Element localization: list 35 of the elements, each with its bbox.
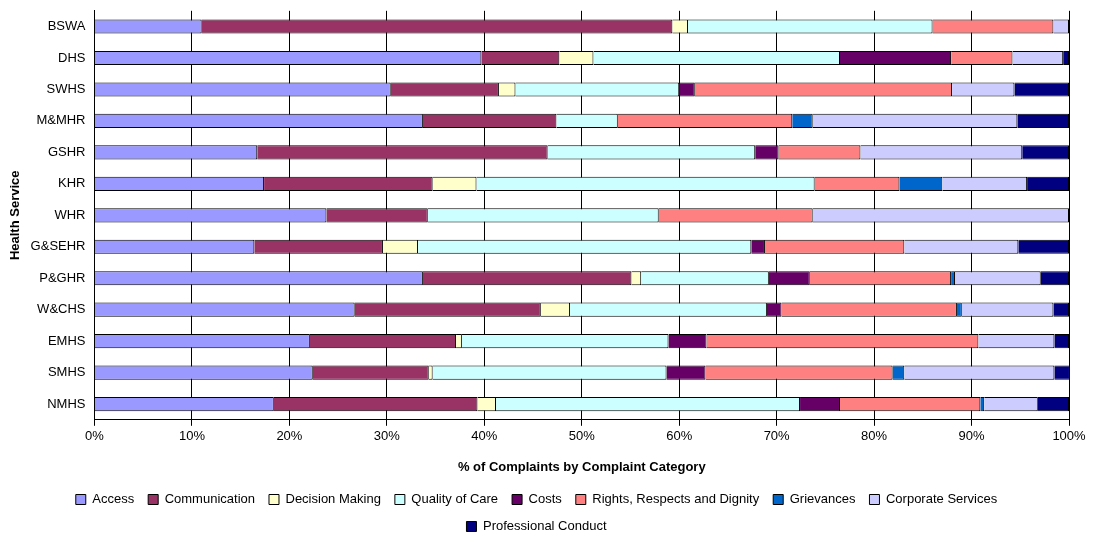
y-tick-label: GSHR: [47, 143, 86, 159]
legend-label: Decision Making: [285, 491, 381, 507]
x-tick-label: 0%: [85, 428, 105, 444]
legend-label: Professional Conduct: [482, 518, 607, 534]
x-tick-label: 10%: [178, 428, 206, 444]
y-tick-label: W&CHS: [37, 301, 86, 317]
x-tick-label: 20%: [276, 428, 303, 444]
legend-label: Access: [92, 491, 135, 507]
x-tick-label: 60%: [666, 428, 693, 444]
legend-label: Costs: [528, 491, 563, 507]
y-tick-label: SWHS: [46, 81, 86, 97]
x-tick-label: 30%: [373, 428, 401, 444]
y-tick-label: WHR: [54, 206, 86, 222]
y-tick-label: NMHS: [47, 395, 86, 411]
y-tick-label: KHR: [58, 175, 86, 191]
x-tick-label: 70%: [763, 428, 791, 444]
legend-label: Quality of Care: [411, 491, 499, 507]
legend-label: Rights, Respects and Dignity: [592, 491, 760, 507]
y-tick-label: M&MHR: [36, 112, 86, 128]
y-tick-label: P&GHR: [39, 269, 86, 285]
y-tick-label: BSWA: [47, 18, 86, 34]
x-tick-label: 40%: [471, 428, 498, 444]
y-axis-title: Health Service: [7, 170, 23, 261]
x-tick-label: 100%: [1052, 428, 1087, 444]
y-tick-label: SMHS: [47, 364, 86, 380]
x-tick-label: 50%: [568, 428, 596, 444]
x-tick-label: 90%: [958, 428, 985, 444]
legend-label: Communication: [164, 491, 255, 507]
legend-label: Grievances: [789, 491, 856, 507]
x-axis-title: % of Complaints by Complaint Category: [457, 458, 707, 474]
y-tick-label: G&SEHR: [30, 238, 86, 254]
x-tick-label: 80%: [861, 428, 888, 444]
legend-label: Corporate Services: [885, 491, 998, 507]
y-tick-label: EMHS: [47, 332, 86, 348]
y-tick-label: DHS: [58, 49, 86, 65]
